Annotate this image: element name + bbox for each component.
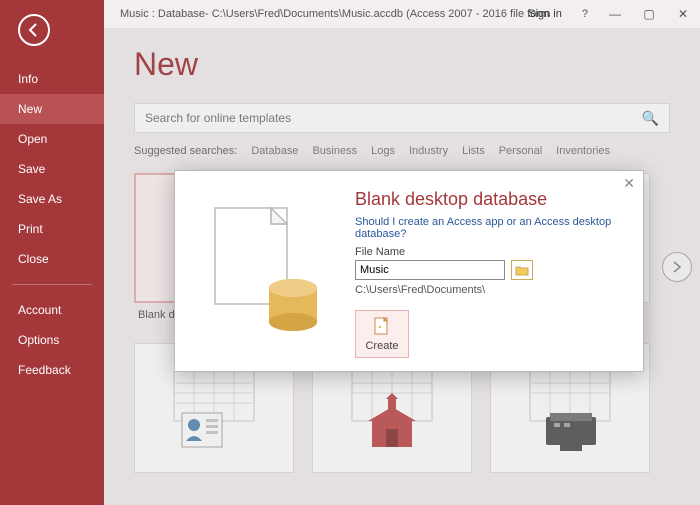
file-name-input[interactable] — [355, 260, 505, 280]
new-database-dialog: ✕ Blank desktop database Should I create… — [174, 170, 644, 372]
nav-save-as[interactable]: Save As — [0, 184, 104, 214]
create-button[interactable]: Create — [355, 310, 409, 358]
file-path: C:\Users\Fred\Documents\ — [355, 284, 623, 296]
help-icon[interactable]: ? — [572, 8, 598, 20]
nav-separator — [12, 284, 92, 285]
create-button-label: Create — [365, 340, 398, 352]
dialog-preview — [175, 171, 355, 371]
nav-feedback[interactable]: Feedback — [0, 355, 104, 385]
title-bar: Music : Database- C:\Users\Fred\Document… — [0, 0, 700, 28]
dialog-close-button[interactable]: ✕ — [623, 175, 635, 192]
blank-db-large-icon — [195, 196, 335, 346]
minimize-button[interactable]: — — [598, 7, 632, 21]
nav-new[interactable]: New — [0, 94, 104, 124]
nav-options[interactable]: Options — [0, 325, 104, 355]
nav-open[interactable]: Open — [0, 124, 104, 154]
dialog-help-link[interactable]: Should I create an Access app or an Acce… — [355, 216, 623, 240]
create-file-icon — [372, 316, 392, 338]
nav-info[interactable]: Info — [0, 64, 104, 94]
dialog-title: Blank desktop database — [355, 189, 623, 210]
close-window-button[interactable]: ✕ — [666, 7, 700, 21]
nav-close[interactable]: Close — [0, 244, 104, 274]
backstage-sidebar: Info New Open Save Save As Print Close A… — [0, 0, 104, 505]
window-title: Music : Database- C:\Users\Fred\Document… — [120, 8, 550, 20]
sign-in-link[interactable]: Sign in — [518, 8, 572, 20]
nav-save[interactable]: Save — [0, 154, 104, 184]
restore-button[interactable]: ▢ — [632, 7, 666, 21]
nav-top: Info New Open Save Save As Print Close A… — [0, 64, 104, 385]
nav-account[interactable]: Account — [0, 295, 104, 325]
nav-print[interactable]: Print — [0, 214, 104, 244]
browse-folder-button[interactable] — [511, 260, 533, 280]
back-button[interactable] — [18, 14, 50, 46]
file-name-label: File Name — [355, 246, 623, 258]
